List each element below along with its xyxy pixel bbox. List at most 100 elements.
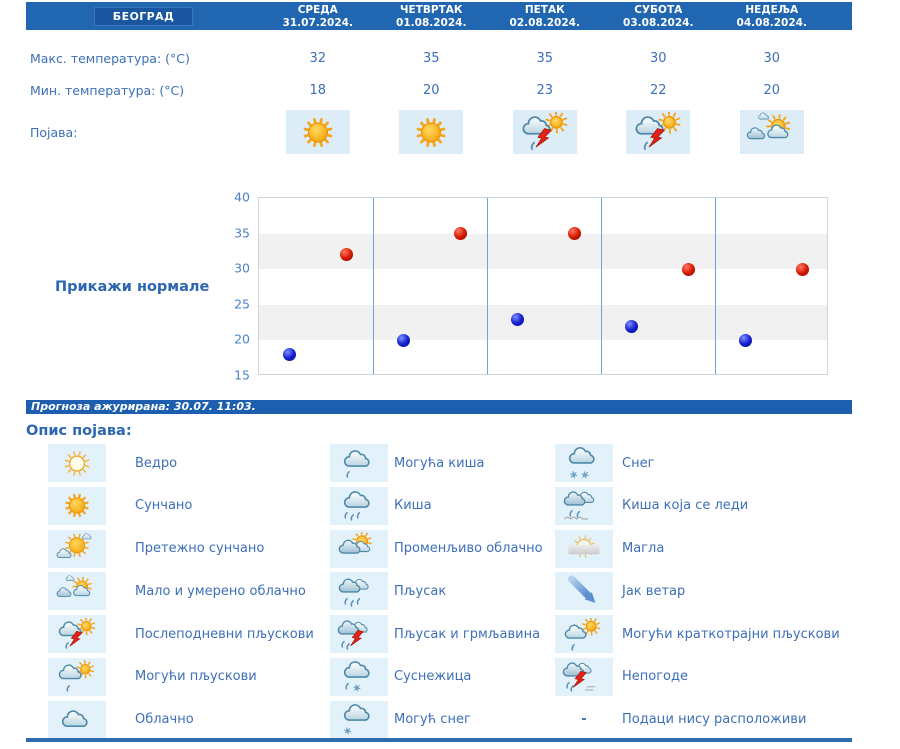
appearance-cell bbox=[602, 110, 716, 154]
max-temp-point bbox=[568, 227, 582, 241]
legend-item: Могући краткотрајни пљускови bbox=[555, 615, 840, 654]
max-temp-point bbox=[454, 227, 468, 241]
legend-item: Ведро bbox=[48, 444, 314, 482]
legend-column: Снег Киша која се леди Магла Јак ветар Могућ… bbox=[555, 444, 840, 739]
legend-item-label: Облачно bbox=[135, 712, 194, 728]
legend-item-label: Ведро bbox=[135, 455, 178, 471]
min-temp-point bbox=[397, 333, 411, 347]
min-temp-point bbox=[511, 312, 525, 326]
day-date: 31.07.2024. bbox=[282, 16, 353, 29]
location-tab[interactable]: БЕОГРАД bbox=[93, 6, 194, 26]
strong-wind-icon bbox=[555, 572, 613, 611]
y-axis-tick: 30 bbox=[234, 260, 250, 276]
day-separator bbox=[373, 198, 374, 374]
mostly-sunny-icon bbox=[48, 529, 106, 568]
temperature-chart-plot bbox=[258, 197, 828, 375]
legend-item: Пљусак и грмљавина bbox=[330, 615, 543, 654]
day-date: 01.08.2024. bbox=[396, 16, 467, 29]
min-temp-value: 18 bbox=[309, 82, 327, 98]
variable-cloudy-icon bbox=[330, 529, 388, 568]
snow-icon bbox=[555, 444, 613, 482]
day-separator bbox=[601, 198, 602, 374]
legend-item: Непогоде bbox=[555, 657, 840, 696]
min-temp-point bbox=[283, 348, 297, 362]
day-header: НЕДЕЉА 04.08.2024. bbox=[715, 2, 829, 30]
y-axis-tick: 25 bbox=[234, 296, 250, 312]
min-temp-label: Мин. температура: (°C) bbox=[30, 82, 185, 98]
show-normals-link[interactable]: Прикажи нормале bbox=[55, 279, 210, 295]
legend-item-label: Киша која се леди bbox=[622, 498, 749, 514]
legend-item: Суснежица bbox=[330, 657, 543, 696]
short-showers-icon bbox=[555, 615, 613, 654]
appearance-row: Појава: bbox=[26, 108, 852, 156]
legend-item-label: Могући пљускови bbox=[135, 669, 257, 685]
legend-item: Магла bbox=[555, 529, 840, 568]
legend-item: Могућа киша bbox=[330, 444, 543, 482]
legend-item-label: Магла bbox=[622, 541, 665, 557]
legend-item-label: Могући краткотрајни пљускови bbox=[622, 626, 840, 642]
possible-rain-icon bbox=[330, 444, 388, 482]
max-temp-value: 32 bbox=[309, 50, 327, 66]
y-axis-tick: 20 bbox=[234, 331, 250, 347]
max-temp-point bbox=[796, 262, 810, 276]
max-temp-value: 35 bbox=[536, 50, 554, 66]
afternoon-showers-icon bbox=[48, 615, 106, 654]
day-name: СРЕДА bbox=[297, 4, 338, 16]
max-temp-point bbox=[340, 248, 354, 262]
legend-item: - Подаци нису расположиви bbox=[555, 701, 840, 739]
day-name: СУБОТА bbox=[634, 4, 683, 16]
min-temp-value: 23 bbox=[536, 82, 554, 98]
partly-cloudy-icon bbox=[48, 572, 106, 611]
legend-item-label: Променљиво облачно bbox=[394, 541, 543, 557]
location-header-cell: БЕОГРАД bbox=[26, 2, 261, 30]
legend-item: Пљусак bbox=[330, 572, 543, 611]
legend-item-label: Могућ снег bbox=[394, 712, 471, 728]
shower-icon bbox=[330, 572, 388, 611]
min-temp-point bbox=[739, 333, 753, 347]
legend-item-label: Сунчано bbox=[135, 498, 193, 514]
appearance-cell bbox=[375, 110, 489, 154]
no-data-dash: - bbox=[581, 712, 587, 728]
forecast-updated-bar: Прогноза ажурирана: 30.07. 11:03. bbox=[26, 400, 852, 414]
afternoon-showers-icon bbox=[512, 110, 577, 154]
legend-item: Облачно bbox=[48, 700, 314, 739]
legend-item-label: Пљусак bbox=[394, 583, 447, 599]
legend-item: Мало и умерено облачно bbox=[48, 572, 314, 611]
day-date: 02.08.2024. bbox=[509, 16, 580, 29]
legend-item-label: Суснежица bbox=[394, 669, 472, 685]
min-temp-value: 22 bbox=[649, 82, 667, 98]
shower-thunder-icon bbox=[330, 615, 388, 654]
day-separator bbox=[487, 198, 488, 374]
chart-band bbox=[259, 304, 827, 341]
legend-item-label: Непогоде bbox=[622, 669, 688, 685]
legend-item: Могућ снег bbox=[330, 700, 543, 739]
legend-item-label: Киша bbox=[394, 498, 432, 514]
day-name: ЧЕТВРТАК bbox=[400, 4, 463, 16]
legend-item-label: Јак ветар bbox=[622, 583, 686, 599]
legend-item-label: Претежно сунчано bbox=[135, 541, 265, 557]
legend-item: Сунчано bbox=[48, 486, 314, 525]
day-name: ПЕТАК bbox=[524, 4, 565, 16]
day-date: 03.08.2024. bbox=[623, 16, 694, 29]
max-temp-value: 35 bbox=[422, 50, 440, 66]
min-temp-row: Мин. температура: (°C) 18 20 23 22 20 bbox=[26, 78, 852, 102]
legend-item: Променљиво облачно bbox=[330, 529, 543, 568]
legend-column: Могућа киша Киша Променљиво облачно Пљусак П… bbox=[330, 444, 543, 739]
possible-showers-icon bbox=[48, 657, 106, 696]
sunny-icon bbox=[48, 486, 106, 525]
rain-icon bbox=[330, 486, 388, 525]
legend-item-label: Снег bbox=[622, 455, 655, 471]
min-temp-value: 20 bbox=[763, 82, 781, 98]
legend-item-label: Подаци нису расположиви bbox=[622, 712, 807, 728]
day-date: 04.08.2024. bbox=[736, 16, 807, 29]
afternoon-showers-icon bbox=[626, 110, 691, 154]
day-header: ЧЕТВРТАК 01.08.2024. bbox=[375, 2, 489, 30]
sleet-icon bbox=[330, 657, 388, 696]
appearance-cell bbox=[715, 110, 829, 154]
legend-item: Снег bbox=[555, 444, 840, 482]
freezing-rain-icon bbox=[555, 486, 613, 525]
sunny-icon bbox=[399, 110, 464, 154]
max-temp-value: 30 bbox=[649, 50, 667, 66]
max-temp-value: 30 bbox=[763, 50, 781, 66]
